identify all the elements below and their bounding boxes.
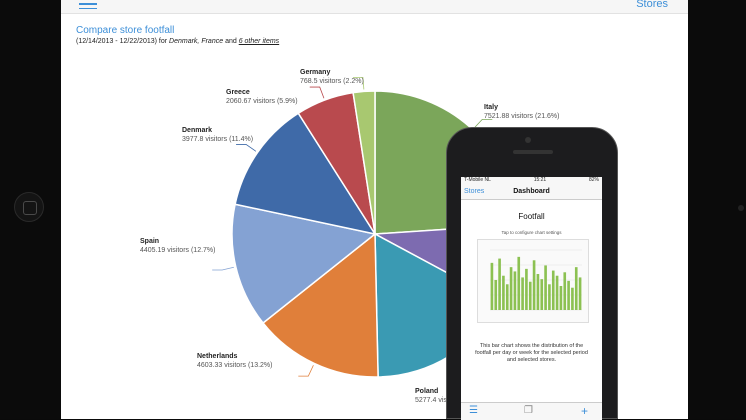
mini-bar	[559, 286, 563, 310]
report-subtitle: (12/14/2013 - 12/22/2013) for Denmark, F…	[76, 38, 279, 45]
tablet-home-button[interactable]	[14, 192, 44, 222]
pie-slice-netherlands[interactable]	[262, 232, 379, 378]
mini-bar	[532, 260, 536, 310]
carrier-text: T-Mobile NL	[464, 177, 491, 183]
hamburger-menu-icon[interactable]	[79, 0, 97, 10]
label-denmark: Denmark 3977.8 visitors (11.4%)	[182, 127, 254, 143]
card-title: Footfall	[518, 212, 545, 221]
subtitle-and: and	[225, 38, 237, 45]
label-poland: Poland 5277.4 visitors (	[415, 388, 465, 404]
mini-bar	[563, 272, 567, 310]
date-range-text: (12/14/2013 - 12/22/2013) for	[76, 38, 168, 45]
mini-bar	[525, 268, 528, 310]
label-greece: Greece 2060.67 visitors (5.9%)	[226, 89, 298, 105]
battery-text: 82%	[588, 177, 599, 183]
phone-tabbar: ☰ ❐ +	[461, 402, 602, 420]
card-description: This bar chart shows the distribution of…	[475, 343, 588, 363]
phone-screen: T-Mobile NL 15:21 82% Stores Dashboard F…	[461, 177, 602, 420]
mini-bar	[574, 267, 578, 310]
mini-bar	[502, 275, 505, 310]
phone-camera	[525, 137, 531, 143]
mini-bar	[544, 265, 547, 310]
footfall-card[interactable]: Footfall Tap to configure chart settings…	[464, 204, 599, 418]
phone-frame: T-Mobile NL 15:21 82% Stores Dashboard F…	[446, 127, 618, 420]
dashboard-title: Dashboard	[513, 188, 550, 195]
label-netherlands: Netherlands 4603.33 visitors (13.2%)	[197, 353, 273, 369]
mini-bar	[536, 274, 540, 310]
tablet-camera	[738, 205, 744, 211]
phone-navbar: Stores Dashboard	[461, 185, 602, 200]
leader-line	[236, 144, 257, 152]
pie-slice-germany[interactable]	[352, 90, 376, 235]
mini-bar	[490, 262, 494, 310]
mini-bar	[517, 256, 521, 310]
phone-speaker	[513, 150, 553, 154]
mini-bar	[551, 270, 555, 310]
add-tab-icon[interactable]: +	[581, 404, 589, 418]
report-title: Compare store footfall	[76, 25, 175, 36]
mini-bar	[498, 258, 501, 310]
stores-nav-link[interactable]: Stores	[636, 0, 668, 10]
mini-bar-chart[interactable]	[477, 239, 589, 323]
mini-bar	[540, 279, 544, 310]
mini-bar	[528, 281, 532, 310]
documents-tab-icon[interactable]: ❐	[524, 405, 533, 416]
clock-text: 15:21	[533, 177, 547, 183]
leader-line	[352, 77, 365, 90]
mini-bar	[567, 280, 570, 310]
mini-bar	[509, 267, 513, 310]
mini-bar	[505, 284, 509, 310]
leader-line	[298, 365, 314, 377]
leader-line	[309, 86, 325, 99]
mini-bar	[521, 277, 524, 310]
leader-line	[212, 266, 234, 271]
mini-bar	[555, 275, 559, 310]
list-tab-icon[interactable]: ☰	[469, 405, 478, 416]
mini-bar	[513, 271, 517, 310]
mini-bar	[548, 284, 551, 310]
mini-bar	[494, 280, 498, 310]
leader-line	[473, 118, 493, 129]
status-bar: T-Mobile NL 15:21 82%	[461, 177, 602, 185]
configure-hint[interactable]: Tap to configure chart settings	[501, 230, 562, 235]
pie-slice-spain[interactable]	[231, 203, 377, 325]
selected-countries: Denmark, France	[169, 38, 224, 45]
back-stores-button[interactable]: Stores	[464, 188, 485, 195]
label-spain: Spain 4405.19 visitors (12.7%)	[140, 238, 216, 254]
mini-bar	[571, 287, 574, 310]
top-navbar: Stores	[61, 0, 688, 14]
label-italy: Italy 7521.88 visitors (21.6%)	[484, 104, 560, 120]
pie-slice-denmark[interactable]	[234, 112, 377, 236]
mini-bar	[578, 277, 582, 310]
label-germany: Germany 768.5 visitors (2.2%)	[300, 69, 364, 85]
other-items-link[interactable]: 6 other items	[238, 38, 280, 45]
